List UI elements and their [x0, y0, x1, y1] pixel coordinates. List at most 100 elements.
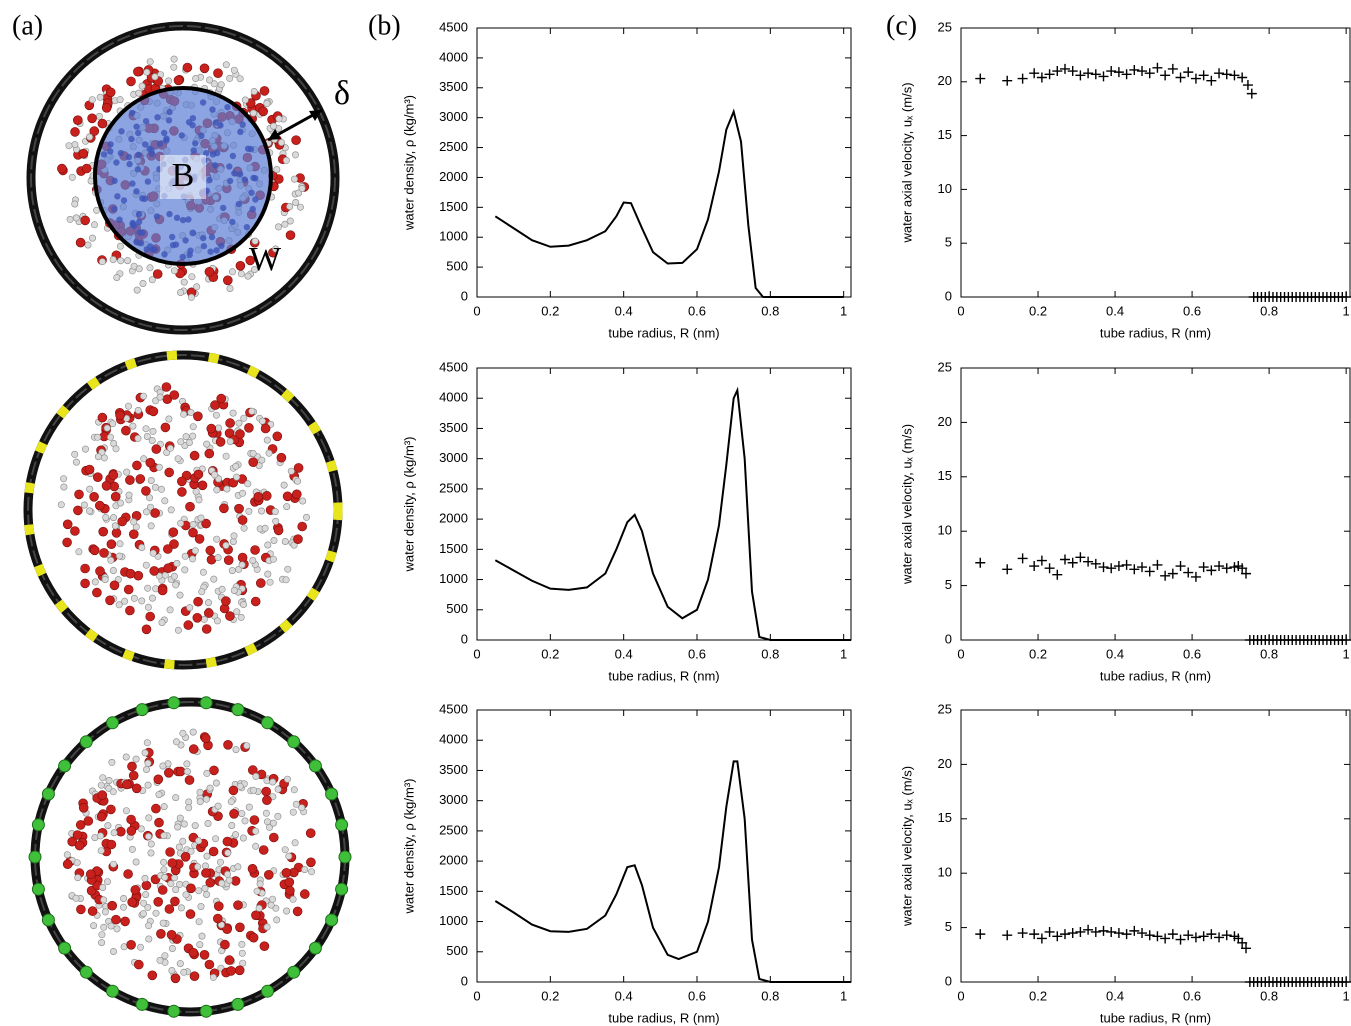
atom [71, 450, 79, 458]
y-axis-label: water axial velocity, uₓ (m/s) [899, 424, 914, 585]
x-tick-label: 0.4 [1106, 646, 1124, 661]
atom [264, 541, 272, 549]
atom [269, 555, 277, 563]
atom [141, 874, 149, 882]
atom [193, 469, 204, 480]
atom [253, 887, 261, 895]
atom [251, 910, 261, 921]
plot-frame [476, 709, 852, 983]
atom [206, 423, 217, 434]
atom [173, 559, 181, 567]
x-tick-label: 0.6 [1183, 988, 1201, 1003]
x-tick-label: 1 [840, 988, 847, 1003]
atom [117, 499, 125, 507]
atom [93, 206, 101, 214]
atom [141, 486, 151, 496]
atom [97, 832, 105, 840]
bulk-atom [151, 246, 159, 253]
bulk-atom [135, 218, 143, 226]
atom [142, 891, 150, 899]
atom [197, 480, 208, 491]
bulk-atom [179, 253, 186, 261]
bulk-atom [189, 229, 197, 237]
atom [160, 858, 168, 866]
atom [122, 753, 130, 761]
atom [240, 414, 248, 422]
atom [165, 77, 173, 85]
atom [220, 939, 230, 950]
bulk-atom [224, 104, 231, 111]
atom [90, 922, 98, 930]
y-axis-label: water axial velocity, uₓ (m/s) [899, 766, 914, 927]
atom [229, 268, 237, 276]
atom [62, 537, 72, 548]
atom [215, 437, 226, 447]
point [1167, 568, 1178, 579]
atom [102, 513, 110, 521]
atom [180, 278, 188, 286]
atom [168, 527, 179, 538]
y-tick-label: 2500 [439, 139, 468, 154]
atom [281, 846, 289, 854]
atom [68, 173, 76, 181]
atom [86, 485, 94, 493]
atom [111, 528, 122, 538]
atom [183, 620, 194, 630]
atom [72, 894, 80, 902]
x-tick-label: 1 [1343, 646, 1350, 661]
bulk-atom [116, 216, 123, 223]
bulk-atom [129, 180, 136, 187]
y-tick-label: 3500 [439, 79, 468, 94]
y-tick-label: 4000 [439, 732, 468, 747]
atom [97, 847, 105, 855]
atom [95, 566, 105, 576]
bulk-atom [118, 128, 125, 135]
bulk-atom [142, 118, 150, 125]
bulk-atom [243, 224, 251, 231]
atom [195, 887, 203, 895]
atom [126, 814, 136, 825]
point [1098, 925, 1109, 936]
atom [226, 437, 234, 445]
atom [169, 390, 180, 400]
atom [174, 455, 182, 463]
atom [112, 445, 120, 453]
atom [201, 624, 212, 634]
atom [71, 200, 79, 208]
y-tick-label: 3000 [439, 450, 468, 465]
atom [240, 524, 248, 532]
atom [82, 445, 90, 453]
y-tick-label: 10 [938, 523, 952, 538]
atom [99, 548, 109, 558]
atom [252, 772, 260, 780]
atom [205, 877, 216, 888]
atom [255, 904, 263, 912]
point [975, 557, 986, 568]
point [1044, 563, 1055, 574]
density-line [494, 108, 844, 298]
atom [141, 749, 149, 757]
atom [213, 68, 223, 78]
atom [223, 555, 234, 566]
atom [234, 863, 242, 871]
x-axis-label: tube radius, R (nm) [1100, 325, 1211, 340]
atom [243, 742, 251, 750]
atom [147, 522, 155, 530]
atom [142, 425, 150, 433]
atom [131, 783, 142, 794]
point [1106, 563, 1117, 574]
atom [251, 266, 259, 274]
point [1190, 932, 1201, 943]
bulk-atom [107, 148, 114, 155]
atom [166, 929, 177, 940]
atom [134, 434, 142, 442]
x-tick-label: 0.6 [1183, 303, 1201, 318]
atom [295, 189, 303, 197]
y-tick-label: 500 [446, 601, 468, 616]
point [1121, 559, 1132, 570]
point [1144, 930, 1155, 941]
atom [148, 276, 156, 284]
atom [203, 440, 211, 448]
y-tick-label: 20 [938, 414, 952, 429]
bulk-atom [189, 122, 196, 129]
